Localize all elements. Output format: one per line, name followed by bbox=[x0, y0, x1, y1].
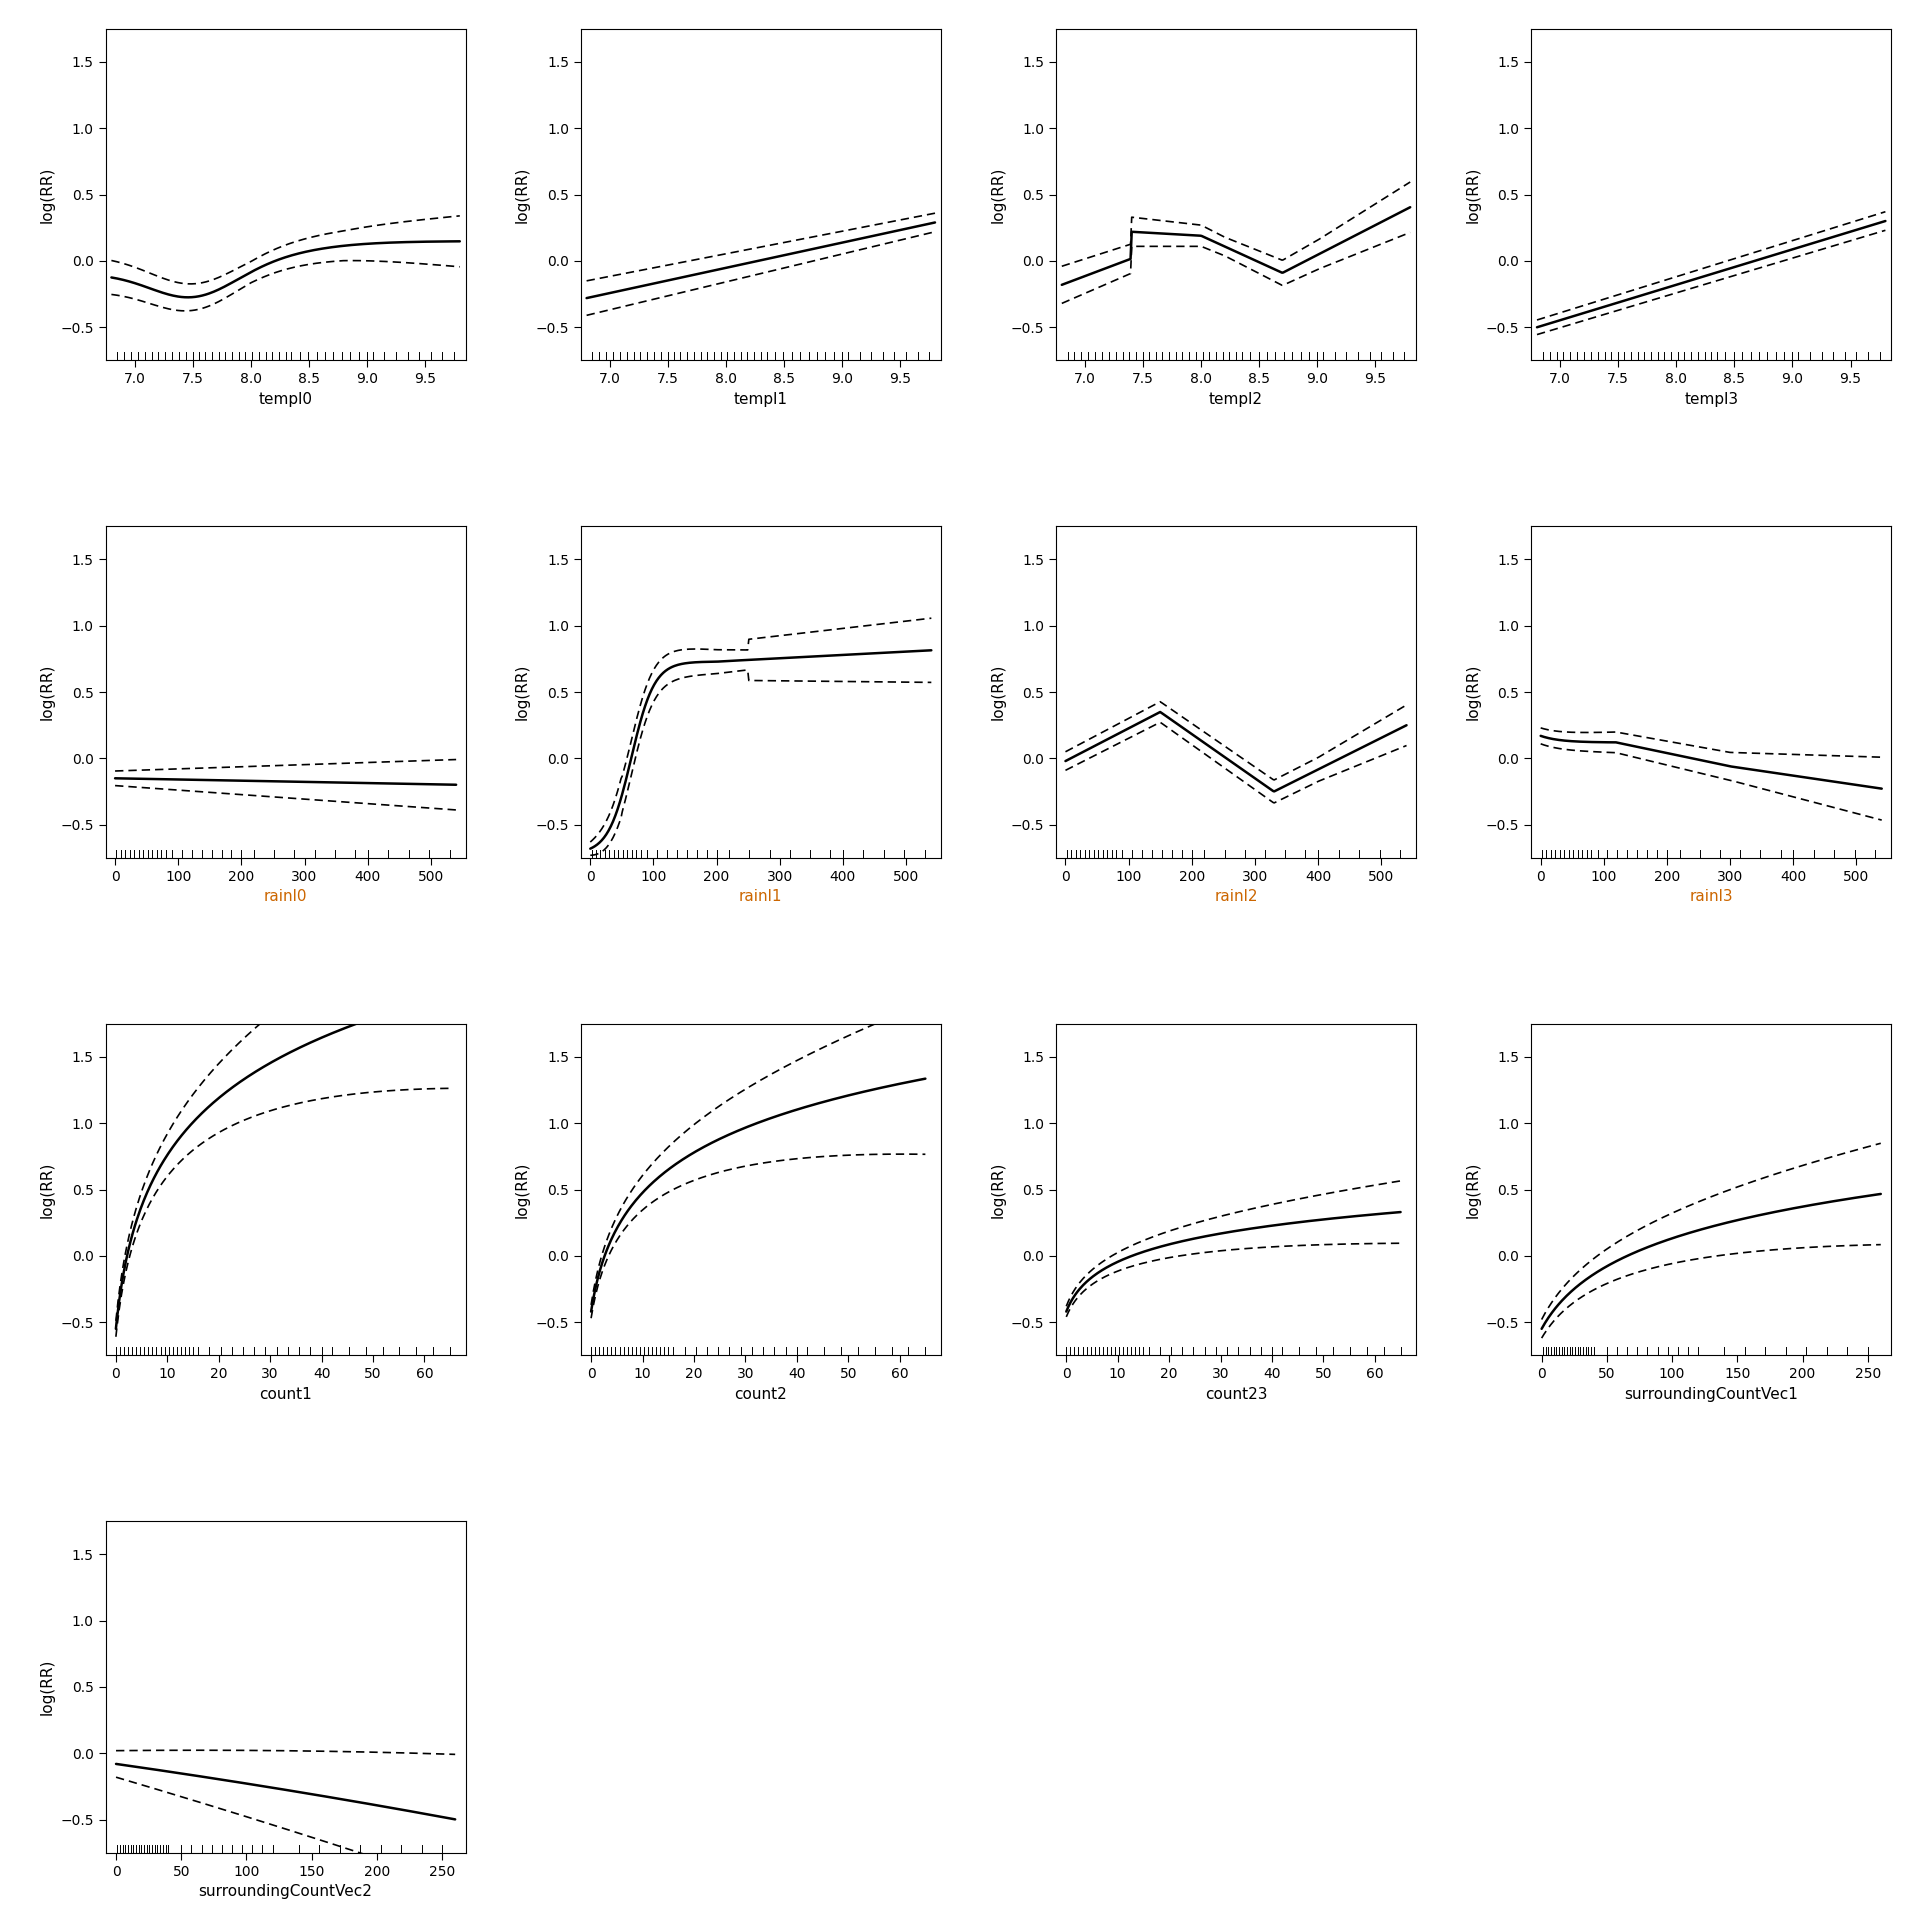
X-axis label: surroundingCountVec2: surroundingCountVec2 bbox=[198, 1884, 372, 1899]
Y-axis label: log(RR): log(RR) bbox=[515, 1162, 530, 1217]
Y-axis label: log(RR): log(RR) bbox=[1465, 1162, 1480, 1217]
Y-axis label: log(RR): log(RR) bbox=[40, 167, 56, 223]
X-axis label: rainl2: rainl2 bbox=[1213, 889, 1258, 904]
Y-axis label: log(RR): log(RR) bbox=[991, 167, 1006, 223]
Y-axis label: log(RR): log(RR) bbox=[40, 1162, 56, 1217]
Y-axis label: log(RR): log(RR) bbox=[40, 1659, 56, 1715]
Y-axis label: log(RR): log(RR) bbox=[40, 664, 56, 720]
X-axis label: surroundingCountVec1: surroundingCountVec1 bbox=[1624, 1386, 1799, 1402]
X-axis label: rainl1: rainl1 bbox=[739, 889, 783, 904]
Y-axis label: log(RR): log(RR) bbox=[515, 664, 530, 720]
Y-axis label: log(RR): log(RR) bbox=[1465, 664, 1480, 720]
X-axis label: count2: count2 bbox=[735, 1386, 787, 1402]
X-axis label: rainl0: rainl0 bbox=[263, 889, 307, 904]
X-axis label: templ0: templ0 bbox=[259, 392, 313, 407]
X-axis label: count23: count23 bbox=[1204, 1386, 1267, 1402]
Y-axis label: log(RR): log(RR) bbox=[991, 664, 1006, 720]
Y-axis label: log(RR): log(RR) bbox=[991, 1162, 1006, 1217]
Y-axis label: log(RR): log(RR) bbox=[1465, 167, 1480, 223]
X-axis label: templ2: templ2 bbox=[1210, 392, 1263, 407]
X-axis label: templ3: templ3 bbox=[1684, 392, 1738, 407]
X-axis label: templ1: templ1 bbox=[733, 392, 787, 407]
X-axis label: count1: count1 bbox=[259, 1386, 311, 1402]
Y-axis label: log(RR): log(RR) bbox=[515, 167, 530, 223]
X-axis label: rainl3: rainl3 bbox=[1690, 889, 1734, 904]
